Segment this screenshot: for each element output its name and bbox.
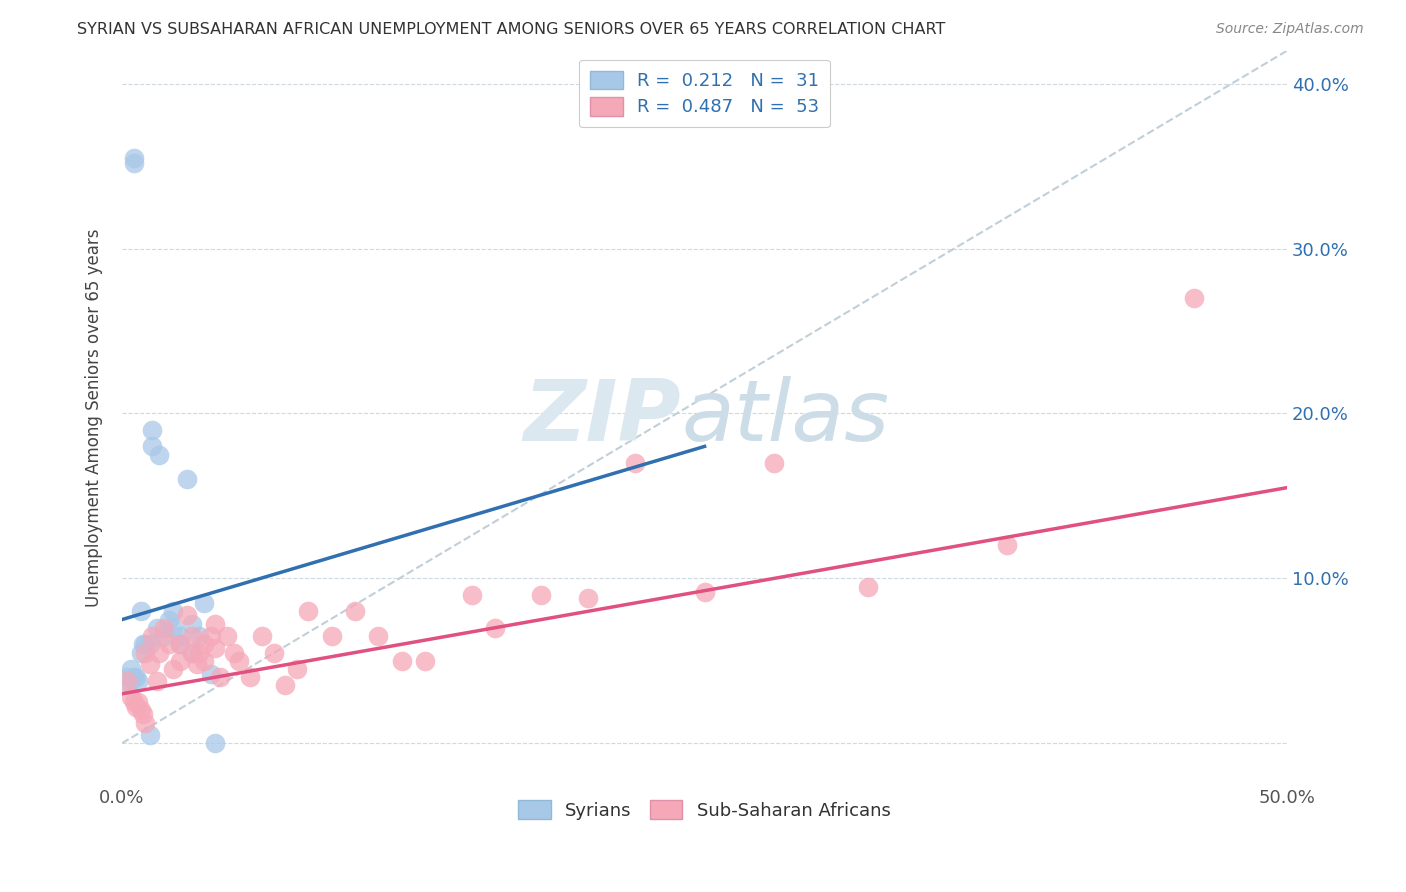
Point	[122, 695, 145, 709]
Point	[115, 673, 138, 688]
Point	[141, 439, 163, 453]
Point	[134, 637, 156, 651]
Point	[169, 637, 191, 651]
Point	[204, 736, 226, 750]
Point	[222, 646, 245, 660]
Point	[215, 629, 238, 643]
Point	[139, 728, 162, 742]
Point	[484, 621, 506, 635]
Point	[193, 637, 215, 651]
Point	[263, 646, 285, 660]
Point	[193, 596, 215, 610]
Point	[187, 646, 209, 660]
Point	[115, 670, 138, 684]
Point	[162, 662, 184, 676]
Point	[162, 621, 184, 635]
Point	[132, 706, 155, 721]
Point	[176, 607, 198, 622]
Point	[181, 617, 204, 632]
Point	[148, 646, 170, 660]
Point	[274, 678, 297, 692]
Point	[321, 629, 343, 643]
Point	[120, 662, 142, 676]
Point	[181, 629, 204, 643]
Point	[193, 654, 215, 668]
Point	[134, 716, 156, 731]
Point	[141, 629, 163, 643]
Point	[120, 690, 142, 704]
Point	[367, 629, 389, 643]
Point	[250, 629, 273, 643]
Point	[413, 654, 436, 668]
Point	[169, 637, 191, 651]
Point	[129, 646, 152, 660]
Point	[576, 591, 599, 606]
Text: SYRIAN VS SUBSAHARAN AFRICAN UNEMPLOYMENT AMONG SENIORS OVER 65 YEARS CORRELATIO: SYRIAN VS SUBSAHARAN AFRICAN UNEMPLOYMEN…	[77, 22, 946, 37]
Point	[127, 695, 149, 709]
Point	[187, 629, 209, 643]
Point	[856, 580, 879, 594]
Point	[997, 538, 1019, 552]
Point	[204, 640, 226, 655]
Text: atlas: atlas	[682, 376, 889, 459]
Point	[200, 667, 222, 681]
Point	[148, 448, 170, 462]
Point	[162, 604, 184, 618]
Point	[169, 654, 191, 668]
Point	[181, 646, 204, 660]
Point	[122, 156, 145, 170]
Point	[239, 670, 262, 684]
Y-axis label: Unemployment Among Seniors over 65 years: Unemployment Among Seniors over 65 years	[86, 228, 103, 607]
Point	[141, 423, 163, 437]
Point	[139, 637, 162, 651]
Point	[125, 670, 148, 684]
Point	[176, 472, 198, 486]
Point	[344, 604, 367, 618]
Point	[122, 151, 145, 165]
Point	[208, 670, 231, 684]
Point	[157, 637, 180, 651]
Point	[127, 673, 149, 688]
Point	[1182, 291, 1205, 305]
Point	[530, 588, 553, 602]
Point	[153, 621, 176, 635]
Point	[132, 637, 155, 651]
Point	[122, 670, 145, 684]
Legend: Syrians, Sub-Saharan Africans: Syrians, Sub-Saharan Africans	[512, 793, 898, 827]
Point	[129, 604, 152, 618]
Text: ZIP: ZIP	[523, 376, 682, 459]
Point	[129, 703, 152, 717]
Point	[181, 646, 204, 660]
Text: Source: ZipAtlas.com: Source: ZipAtlas.com	[1216, 22, 1364, 37]
Point	[157, 613, 180, 627]
Point	[460, 588, 482, 602]
Point	[146, 621, 169, 635]
Point	[623, 456, 645, 470]
Point	[763, 456, 786, 470]
Point	[118, 678, 141, 692]
Point	[204, 617, 226, 632]
Point	[228, 654, 250, 668]
Point	[391, 654, 413, 668]
Point	[169, 629, 191, 643]
Point	[186, 657, 208, 671]
Point	[153, 629, 176, 643]
Point	[146, 673, 169, 688]
Point	[125, 700, 148, 714]
Point	[285, 662, 308, 676]
Point	[693, 584, 716, 599]
Point	[134, 646, 156, 660]
Point	[200, 629, 222, 643]
Point	[297, 604, 319, 618]
Point	[139, 657, 162, 671]
